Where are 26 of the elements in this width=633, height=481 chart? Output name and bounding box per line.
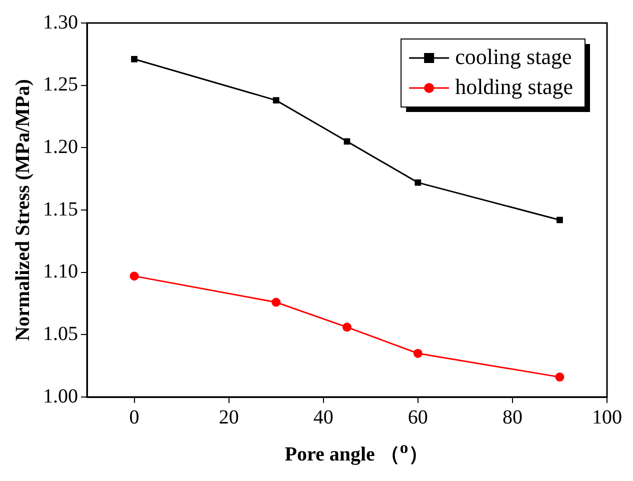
x-axis-title: Pore angle （$^{o}$） bbox=[284, 438, 430, 468]
y-axis-title: Normalized Stress (MPa/MPa) bbox=[12, 79, 34, 341]
point bbox=[272, 97, 280, 104]
y-tick-label: 1.10 bbox=[43, 260, 78, 283]
y-tick-label: 1.20 bbox=[43, 136, 78, 158]
x-tick-label: 40 bbox=[313, 406, 334, 428]
point bbox=[414, 179, 422, 186]
point bbox=[555, 372, 564, 382]
x-tick-label: 80 bbox=[502, 406, 522, 428]
y-tick-label: 1.15 bbox=[43, 198, 78, 220]
legend-label: holding stage bbox=[455, 74, 574, 99]
point bbox=[556, 216, 563, 224]
x-tick-label: 0 bbox=[129, 406, 140, 428]
x-tick-label: 100 bbox=[592, 406, 622, 428]
y-tick-label: 1.25 bbox=[43, 74, 78, 96]
y-tick-label: 1.05 bbox=[43, 322, 78, 345]
y-tick-label: 1.00 bbox=[43, 385, 78, 408]
point bbox=[131, 56, 138, 62]
point bbox=[413, 348, 422, 358]
point bbox=[342, 322, 352, 332]
legend-label: cooling stage bbox=[455, 44, 572, 69]
point bbox=[130, 272, 139, 281]
point bbox=[272, 298, 281, 307]
x-tick-label: 60 bbox=[408, 406, 428, 428]
x-tick-label: 20 bbox=[218, 406, 239, 428]
y-tick-label: 1.30 bbox=[43, 11, 78, 34]
